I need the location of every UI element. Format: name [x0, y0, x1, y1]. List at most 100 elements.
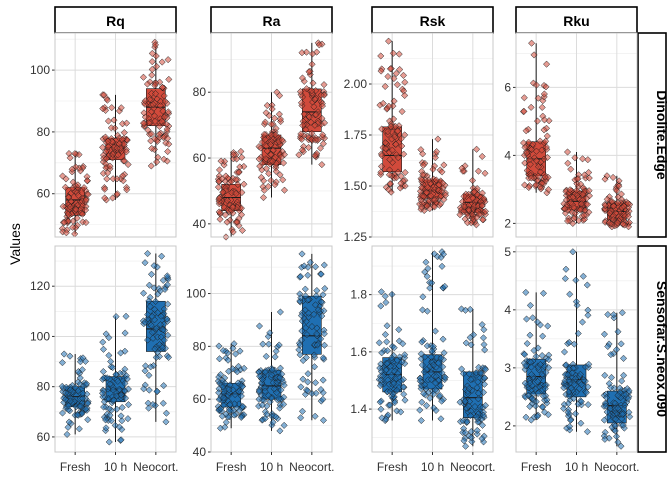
- data-point: [162, 418, 170, 426]
- data-point: [117, 436, 125, 444]
- data-point: [76, 358, 84, 366]
- data-point: [461, 306, 469, 314]
- data-point: [160, 113, 169, 121]
- data-point: [153, 62, 161, 71]
- data-point: [317, 270, 325, 278]
- data-point: [99, 338, 107, 346]
- data-point: [533, 318, 542, 326]
- data-point: [575, 217, 583, 225]
- data-point: [101, 185, 109, 193]
- data-point: [538, 351, 546, 360]
- data-point: [107, 124, 115, 132]
- data-point: [305, 309, 313, 317]
- data-point: [151, 345, 159, 353]
- data-point: [378, 349, 386, 357]
- data-point: [617, 190, 625, 198]
- data-point: [99, 345, 108, 353]
- data-point: [612, 432, 621, 441]
- data-point: [376, 398, 384, 406]
- data-point: [226, 216, 234, 224]
- data-point: [570, 204, 578, 212]
- data-point: [146, 78, 154, 86]
- data-point: [432, 176, 440, 184]
- data-point: [466, 333, 474, 342]
- data-point: [525, 138, 533, 146]
- data-point: [565, 392, 573, 400]
- data-point: [150, 284, 158, 292]
- data-point: [566, 186, 574, 194]
- data-point: [526, 331, 534, 339]
- data-point: [238, 226, 246, 234]
- data-point: [431, 327, 439, 335]
- data-point: [540, 90, 548, 98]
- data-point: [151, 41, 159, 49]
- data-point: [268, 105, 276, 113]
- data-point: [255, 387, 263, 395]
- data-point: [420, 390, 428, 398]
- data-point: [389, 390, 397, 398]
- data-point: [625, 408, 633, 416]
- data-point: [379, 371, 387, 380]
- data-point: [270, 385, 278, 393]
- data-point: [299, 356, 307, 365]
- data-point: [481, 401, 490, 410]
- data-point: [143, 80, 152, 88]
- data-point: [258, 401, 266, 409]
- data-point: [71, 383, 79, 391]
- data-point: [377, 405, 385, 413]
- data-point: [118, 417, 126, 425]
- data-point: [305, 113, 313, 121]
- data-point: [545, 364, 553, 372]
- x-tick-label: Fresh: [521, 460, 552, 474]
- data-point: [567, 199, 575, 207]
- data-point: [107, 417, 115, 425]
- data-point: [72, 206, 80, 214]
- data-point: [399, 375, 407, 383]
- data-point: [145, 371, 153, 379]
- data-point: [533, 117, 542, 125]
- data-point: [105, 438, 113, 446]
- data-point: [398, 142, 406, 150]
- panel-border-rku-dinolite: [515, 32, 638, 238]
- data-point: [118, 403, 126, 412]
- data-point: [144, 336, 152, 344]
- data-point: [561, 275, 569, 283]
- data-point: [384, 37, 393, 45]
- data-point: [564, 159, 572, 167]
- data-point: [526, 301, 534, 309]
- data-point: [574, 329, 582, 338]
- data-point: [579, 155, 587, 163]
- data-point: [317, 335, 325, 343]
- data-point: [298, 74, 307, 82]
- data-point: [310, 103, 318, 111]
- panel-border-rsk-dinolite: [371, 32, 494, 238]
- data-point: [154, 309, 162, 317]
- data-point: [540, 155, 548, 163]
- data-point: [164, 147, 172, 156]
- data-point: [539, 97, 547, 105]
- data-point: [272, 167, 280, 175]
- data-point: [400, 390, 408, 398]
- data-point: [106, 162, 114, 170]
- data-point: [429, 390, 437, 398]
- data-point: [112, 370, 120, 379]
- data-point: [216, 215, 224, 223]
- data-point: [465, 402, 473, 410]
- data-point: [476, 369, 485, 377]
- data-point: [275, 395, 283, 403]
- data-point: [308, 87, 316, 95]
- data-point: [388, 146, 396, 154]
- data-point: [302, 126, 310, 134]
- data-point: [386, 401, 394, 409]
- data-point: [473, 145, 481, 153]
- data-point: [83, 177, 91, 185]
- data-point: [523, 315, 531, 323]
- data-point: [436, 391, 444, 400]
- data-point: [377, 67, 385, 75]
- data-point: [377, 288, 385, 296]
- data-point: [66, 203, 74, 211]
- data-point: [378, 152, 386, 160]
- data-point: [156, 287, 164, 295]
- data-point: [383, 360, 391, 368]
